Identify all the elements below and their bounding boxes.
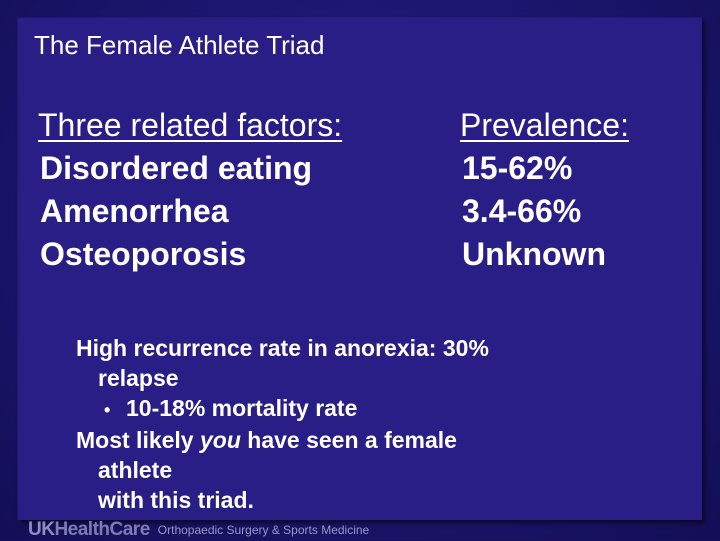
likely-post: have seen a female xyxy=(240,427,457,453)
ukhealthcare-logo: UKHealthCare xyxy=(28,519,150,540)
likely-emphasis: you xyxy=(199,427,241,453)
prevalence-item: 15-62% xyxy=(462,150,573,186)
factor-item: Osteoporosis xyxy=(40,236,247,272)
mortality-bullet: • 10-18% mortality rate xyxy=(76,393,489,425)
prevalence-item: Unknown xyxy=(462,236,606,272)
slide-panel xyxy=(18,18,702,520)
likely-pre: Most likely xyxy=(76,427,200,453)
footer: UKHealthCare Orthopaedic Surgery & Sport… xyxy=(28,519,370,540)
slide-title: The Female Athlete Triad xyxy=(34,30,325,60)
factor-item: Disordered eating xyxy=(40,150,313,186)
likely-line-cont2: with this triad. xyxy=(98,487,254,513)
prevalence-heading: Prevalence: xyxy=(460,107,629,143)
factors-heading: Three related factors: xyxy=(38,107,343,143)
likely-line: Most likely you have seen a female xyxy=(76,425,489,455)
recurrence-line-cont: relapse xyxy=(98,365,179,391)
mortality-text: 10-18% mortality rate xyxy=(126,395,358,421)
factors-column: Three related factors: Disordered eating… xyxy=(38,104,342,276)
factor-item: Amenorrhea xyxy=(40,193,229,229)
bullet-icon: • xyxy=(104,400,111,420)
notes-block: High recurrence rate in anorexia: 30% re… xyxy=(76,333,489,515)
recurrence-line: High recurrence rate in anorexia: 30% xyxy=(76,335,489,361)
prevalence-item: 3.4-66% xyxy=(462,193,582,229)
likely-line-cont: athlete xyxy=(98,457,173,483)
department-label: Orthopaedic Surgery & Sports Medicine xyxy=(157,523,370,537)
prevalence-column: Prevalence: 15-62% 3.4-66% Unknown xyxy=(460,104,629,276)
